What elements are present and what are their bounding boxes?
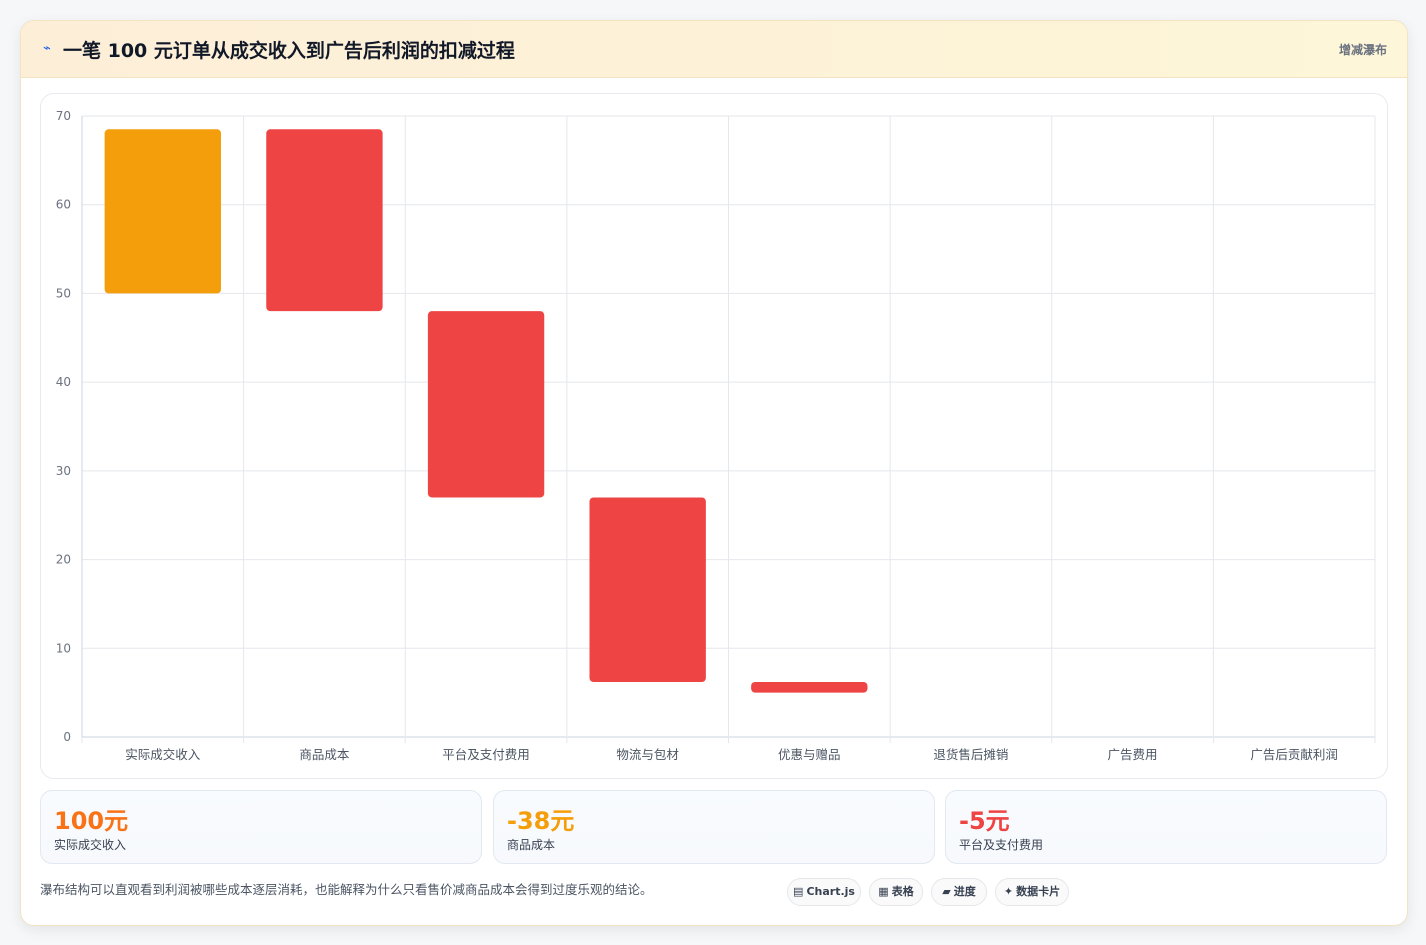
stat-label: 平台及支付费用 <box>959 838 1044 852</box>
chart-card: ⌁ 一笔 100 元订单从成交收入到广告后利润的扣减过程 增减瀑布 0 10 20 3… <box>20 20 1408 926</box>
chart-title: 一笔 100 元订单从成交收入到广告后利润的扣减过程 <box>63 40 515 62</box>
bar-优惠与赠品 <box>751 681 868 693</box>
x-tick-label: 平台及支付费用 <box>442 747 530 762</box>
y-tick-label: 0 <box>63 730 71 744</box>
y-tick-label: 70 <box>56 109 71 123</box>
stat-card-product-cost: -38元 商品成本 <box>493 790 935 864</box>
y-tick-label: 40 <box>56 375 71 389</box>
x-tick-label: 退货售后摊销 <box>933 747 1008 762</box>
pill-label: 进度 <box>953 885 976 898</box>
stat-label: 实际成交收入 <box>54 838 127 852</box>
x-tick-label: 实际成交收入 <box>125 747 201 762</box>
chart-icon: ▤ <box>793 885 804 898</box>
x-tick-label: 商品成本 <box>299 747 350 762</box>
x-tick-label: 广告费用 <box>1108 747 1158 762</box>
footer-note: 瀑布结构可以直观看到利润被哪些成本逐层消耗，也能解释为什么只看售价减商品成本会得… <box>40 882 653 897</box>
pill-label: Chart.js <box>806 885 855 898</box>
bar-平台及支付费用 <box>427 311 545 498</box>
pill-label: 表格 <box>891 885 914 898</box>
y-tick-label: 20 <box>56 553 71 567</box>
y-tick-label: 30 <box>56 464 71 478</box>
pill-data-card[interactable]: ✦ 数据卡片 <box>995 878 1069 906</box>
x-tick-label: 广告后贡献利润 <box>1250 747 1338 762</box>
bar-商品成本 <box>266 129 383 312</box>
stat-value: 100元 <box>54 807 129 835</box>
y-tick-label: 50 <box>56 286 71 300</box>
pill-chartjs[interactable]: ▤ Chart.js <box>787 878 861 906</box>
y-tick-label: 60 <box>56 198 71 212</box>
waterfall-chart: 0 10 20 30 40 50 60 70 实际成交收入 商品成本 平台及支付费用 物流与包材 优惠与… <box>56 109 1376 762</box>
lightning-icon: ⌁ <box>43 41 51 56</box>
y-tick-label: 10 <box>56 641 71 655</box>
pill-progress[interactable]: ▰ 进度 <box>931 878 987 906</box>
table-icon: ▦ <box>878 885 889 898</box>
stat-card-revenue: 100元 实际成交收入 <box>40 790 482 864</box>
chart-type-tag: 增减瀑布 <box>1338 43 1387 57</box>
pill-table[interactable]: ▦ 表格 <box>869 878 923 906</box>
x-tick-label: 优惠与赠品 <box>778 747 841 762</box>
pill-label: 数据卡片 <box>1016 885 1061 898</box>
stat-value: -5元 <box>959 807 1010 835</box>
stat-card-platform-fee: -5元 平台及支付费用 <box>945 790 1387 864</box>
sparkle-icon: ✦ <box>1003 885 1014 898</box>
chart-area: 0 10 20 30 40 50 60 70 实际成交收入 商品成本 平台及支付费用 物流与包材 优惠与… <box>40 93 1388 779</box>
x-tick-label: 物流与包材 <box>616 747 679 762</box>
stat-label: 商品成本 <box>507 838 556 852</box>
stat-value: -38元 <box>507 807 575 835</box>
progress-icon: ▰ <box>942 885 951 898</box>
bar-实际成交收入 <box>104 129 221 294</box>
bar-物流与包材 <box>589 497 706 682</box>
card-header: ⌁ 一笔 100 元订单从成交收入到广告后利润的扣减过程 增减瀑布 <box>21 21 1407 78</box>
